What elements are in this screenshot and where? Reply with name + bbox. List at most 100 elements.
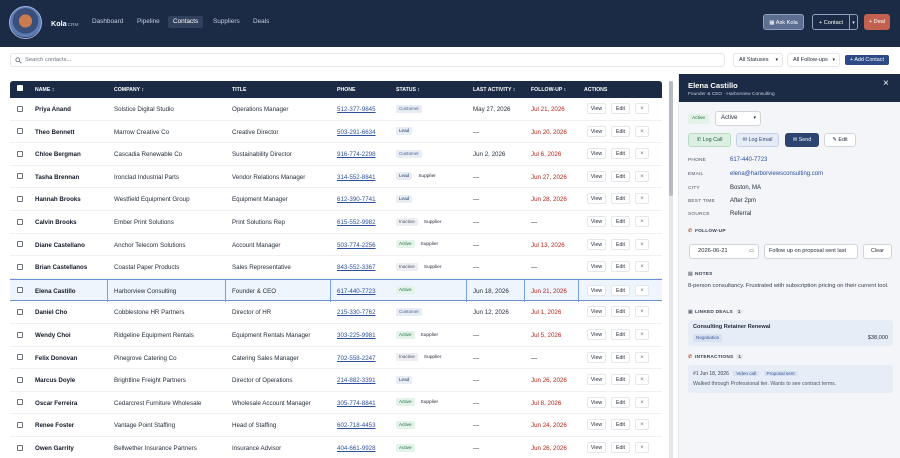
contact-name[interactable]: Diane Castellano [35,241,85,249]
new-contact-button[interactable]: + Contact [812,14,850,30]
view-button[interactable]: View [587,442,606,453]
edit-button[interactable]: Edit [611,193,630,205]
table-row[interactable]: Theo Bennett Marrow Creative Co Creative D… [10,121,662,144]
followup-note-input[interactable]: Follow up on proposal sent last [764,244,858,259]
row-checkbox[interactable] [17,150,23,157]
table-row[interactable]: Diane Castellano Anchor Telecom Solutions… [10,234,662,257]
delete-icon[interactable]: × [635,261,649,273]
add-contact-button[interactable]: + Add Contact [845,55,889,65]
phone-link[interactable]: 305-774-8841 [337,399,376,407]
edit-button[interactable]: Edit [611,419,630,431]
view-button[interactable]: View [587,306,606,318]
delete-icon[interactable]: × [635,193,649,205]
edit-button[interactable]: Edit [611,148,630,160]
phone-link[interactable]: 916-774-2298 [337,151,376,159]
row-checkbox[interactable] [17,241,23,248]
row-checkbox[interactable] [17,287,23,294]
contact-name[interactable]: Theo Bennett [35,128,75,136]
contact-name[interactable]: Renee Foster [35,422,75,430]
phone-link[interactable]: 404-661-9928 [337,445,376,452]
delete-icon[interactable]: × [635,396,649,408]
edit-button[interactable]: Edit [611,216,630,227]
phone-link[interactable]: 702-558-2247 [337,354,376,362]
contact-name[interactable]: Daniel Cho [35,309,68,317]
followup-filter-select[interactable]: All Follow-ups ▾ [787,53,840,67]
new-deal-button[interactable]: + Deal [864,14,890,30]
row-checkbox[interactable] [17,308,23,315]
row-checkbox[interactable] [17,195,23,202]
edit-button[interactable]: Edit [611,238,630,250]
field-value-email[interactable]: elena@harborviewsconsulting.com [730,171,824,177]
phone-link[interactable]: 615-552-9982 [337,219,376,226]
edit-button[interactable]: Edit [611,103,630,114]
row-checkbox[interactable] [17,444,23,451]
table-row[interactable]: Calvin Brooks Ember Print Solutions Print … [10,211,662,234]
followup-date-input[interactable]: 2026-06-21 ▭ [689,244,759,259]
view-button[interactable]: View [587,103,606,114]
view-button[interactable]: View [587,125,606,137]
nav-suppliers[interactable]: Suppliers [213,18,240,25]
log-email-button[interactable]: ✉ Log Email [736,133,779,147]
field-value-phone[interactable]: 617-440-7723 [730,157,768,163]
status-filter-select[interactable]: All Statuses ▾ [733,53,783,67]
edit-button[interactable]: Edit [611,351,630,363]
view-button[interactable]: View [587,170,606,182]
contact-name[interactable]: Chloe Bergman [35,151,81,159]
delete-icon[interactable]: × [635,125,649,137]
edit-button[interactable]: Edit [611,374,630,386]
view-button[interactable]: View [587,148,606,160]
delete-icon[interactable]: × [635,329,649,340]
close-icon[interactable]: × [883,78,889,89]
table-row[interactable]: Renee Foster Vantage Point Staffing Head o… [10,414,662,437]
edit-button[interactable]: Edit [611,261,630,273]
table-row[interactable]: Tasha Brennan Ironclad Industrial Parts Ve… [10,166,662,189]
phone-link[interactable]: 503-291-6634 [337,128,376,136]
scrollbar-thumb[interactable] [669,81,673,196]
delete-icon[interactable]: × [635,216,649,227]
phone-link[interactable]: 215-330-7762 [337,309,376,317]
row-checkbox[interactable] [17,354,23,361]
contact-name[interactable]: Owen Garrity [35,445,74,452]
table-row[interactable]: Felix Donovan Pinegrove Catering Co Cateri… [10,347,662,370]
edit-button[interactable]: Edit [611,284,630,296]
phone-link[interactable]: 612-390-7741 [337,196,376,204]
view-button[interactable]: View [587,329,606,340]
edit-contact-button[interactable]: ✎ Edit [824,133,856,147]
view-button[interactable]: View [587,374,606,386]
view-button[interactable]: View [587,216,606,227]
edit-button[interactable]: Edit [611,329,630,340]
table-row[interactable]: Oscar Ferreira Cedarcrest Furniture Whole… [10,392,662,415]
edit-button[interactable]: Edit [611,396,630,408]
view-button[interactable]: View [587,238,606,250]
row-checkbox[interactable] [17,263,23,270]
brand-logo[interactable] [9,6,42,39]
col-status[interactable]: STATUS ↕ [396,87,421,93]
delete-icon[interactable]: × [635,170,649,182]
col-followup[interactable]: FOLLOW-UP ↕ [531,87,567,93]
nav-deals[interactable]: Deals [253,18,270,25]
table-row[interactable]: Elena Castillo Harborview Consulting Found… [10,278,662,302]
view-button[interactable]: View [587,396,606,408]
view-button[interactable]: View [587,284,606,296]
contact-name[interactable]: Oscar Ferreira [35,399,78,407]
contact-name[interactable]: Elena Castillo [35,287,76,295]
clear-followup-button[interactable]: Clear [863,244,892,259]
row-checkbox[interactable] [17,376,23,383]
deal-card[interactable]: Consulting Retainer Renewal Negotiation … [688,320,893,346]
delete-icon[interactable]: × [635,442,649,453]
table-row[interactable]: Daniel Cho Cobblestone HR Partners Directo… [10,301,662,324]
col-last-activity[interactable]: LAST ACTIVITY ↕ [473,87,516,93]
phone-link[interactable]: 843-552-3367 [337,264,376,272]
table-row[interactable]: Wendy Choi Ridgeline Equipment Rentals Equ… [10,324,662,347]
delete-icon[interactable]: × [635,419,649,431]
nav-pipeline[interactable]: Pipeline [137,18,160,25]
nav-contacts[interactable]: Contacts [168,16,204,28]
row-checkbox[interactable] [17,105,23,112]
table-row[interactable]: Chloe Bergman Cascadia Renewable Co Sustai… [10,143,662,166]
chevron-down-icon[interactable]: ▾ [849,14,858,30]
contact-name[interactable]: Wendy Choi [35,332,71,339]
view-button[interactable]: View [587,261,606,273]
row-checkbox[interactable] [17,399,23,406]
view-button[interactable]: View [587,419,606,431]
edit-button[interactable]: Edit [611,306,630,318]
